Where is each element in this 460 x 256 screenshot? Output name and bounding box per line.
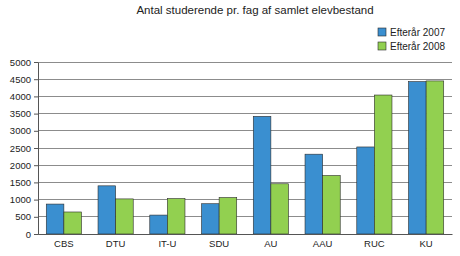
bar [46, 204, 64, 234]
x-tick-label: KU [420, 238, 433, 249]
bar-series [64, 81, 444, 234]
bar [98, 186, 116, 234]
y-tick: 1000 [10, 194, 38, 205]
y-tick: 3000 [10, 125, 38, 136]
x-tick: CBS [54, 238, 74, 249]
y-tick-label: 3000 [10, 125, 31, 136]
plot: 0 500 1000 1500 2000 2500 3000 3500 4000 4500 5000… [10, 57, 453, 249]
y-tick-label: 0 [26, 229, 31, 240]
x-tick: SDU [209, 238, 229, 249]
y-tick: 2000 [10, 160, 38, 171]
y-tick-label: 4500 [10, 74, 31, 85]
bar [219, 198, 237, 234]
x-axis-line [39, 234, 453, 235]
legend-label: Efterår 2007 [390, 27, 445, 38]
y-tick-mark [34, 62, 38, 63]
y-tick-label: 2500 [10, 143, 31, 154]
x-tick-label: DTU [106, 238, 126, 249]
bar [409, 82, 427, 234]
x-tick: AAU [313, 238, 333, 249]
x-tick-label: IT-U [158, 238, 176, 249]
x-axis: CBS DTU IT-U SDU AU AAU RUC KU [39, 235, 453, 249]
x-tick-label: AU [264, 238, 277, 249]
y-tick-mark [34, 165, 38, 166]
bar [167, 199, 185, 234]
y-tick-mark [34, 234, 38, 235]
x-tick-label: RUC [364, 238, 385, 249]
y-tick-mark [34, 182, 38, 183]
legend-label: Efterår 2008 [390, 41, 445, 52]
y-tick: 1500 [10, 177, 38, 188]
bar [150, 215, 168, 234]
y-tick-mark [34, 148, 38, 149]
y-tick-label: 1500 [10, 177, 31, 188]
y-axis-line [38, 63, 39, 235]
y-tick-label: 4000 [10, 91, 31, 102]
x-tick-label: CBS [54, 238, 74, 249]
y-tick-mark [34, 96, 38, 97]
y-tick-mark [34, 79, 38, 80]
bar [253, 116, 271, 234]
x-tick: IT-U [158, 238, 176, 249]
grid-line [38, 62, 452, 63]
y-tick-label: 3500 [10, 108, 31, 119]
bar [305, 154, 323, 234]
x-tick-label: SDU [209, 238, 229, 249]
grid [38, 62, 452, 234]
bar [202, 204, 220, 234]
x-tick: AU [264, 238, 277, 249]
bar [64, 212, 82, 234]
legend-swatch [378, 42, 386, 50]
y-tick: 4500 [10, 74, 38, 85]
legend-item: Efterår 2007 [378, 27, 445, 38]
x-tick: KU [420, 238, 433, 249]
bar [323, 176, 341, 234]
legend-swatch [378, 28, 386, 36]
y-axis: 0 500 1000 1500 2000 2500 3000 3500 4000 4500 5000 [10, 57, 39, 240]
bar [271, 184, 289, 234]
y-tick-label: 2000 [10, 160, 31, 171]
y-tick: 2500 [10, 143, 38, 154]
chart: 0 500 1000 1500 2000 2500 3000 3500 4000 4500 5000… [0, 0, 460, 256]
bar [116, 199, 134, 234]
y-tick: 500 [15, 211, 38, 222]
bar [357, 147, 375, 234]
bar [374, 95, 392, 234]
y-tick-mark [34, 200, 38, 201]
grid-line [38, 79, 452, 80]
y-tick-label: 500 [15, 211, 31, 222]
bars [46, 81, 443, 234]
bar-series [46, 82, 426, 234]
y-tick-label: 1000 [10, 194, 31, 205]
y-tick: 0 [26, 229, 38, 240]
x-tick-label: AAU [313, 238, 333, 249]
y-tick: 5000 [10, 57, 38, 68]
y-tick-mark [34, 217, 38, 218]
title: Antal studerende pr. fag af samlet elevb… [136, 4, 373, 16]
x-tick: RUC [364, 238, 385, 249]
y-tick-label: 5000 [10, 57, 31, 68]
y-tick: 3500 [10, 108, 38, 119]
legend: Efterår 2007 Efterår 2008 [378, 27, 445, 52]
y-tick: 4000 [10, 91, 38, 102]
legend-item: Efterår 2008 [378, 41, 445, 52]
bar [426, 81, 444, 234]
y-tick-mark [34, 114, 38, 115]
y-tick-mark [34, 131, 38, 132]
x-tick: DTU [106, 238, 126, 249]
